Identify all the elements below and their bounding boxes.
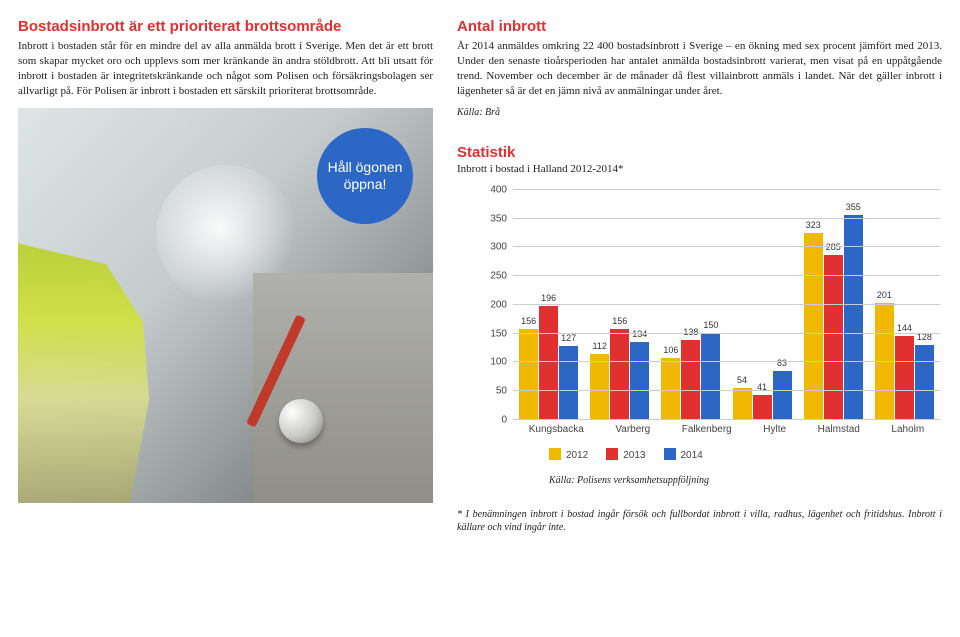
chart-plot-area: 1561961271121561341061381505441833232853… — [513, 189, 940, 419]
footnote: * I benämningen inbrott i bostad ingår f… — [457, 508, 942, 535]
chart-bar-value: 112 — [593, 341, 607, 351]
chart-gridline: 0 — [513, 419, 940, 420]
chart-x-tick-label: Hylte — [763, 424, 786, 435]
chart-bar-group: 112156134 — [590, 329, 649, 419]
chart-bar-value: 201 — [877, 290, 892, 300]
chart-bar-value: 106 — [663, 345, 678, 355]
chart-bar: 285 — [824, 255, 843, 419]
chart-y-tick-label: 150 — [461, 328, 507, 339]
antal-source: Källa: Brå — [457, 106, 942, 120]
chart-bar-value: 355 — [846, 202, 861, 212]
chart-bar: 196 — [539, 306, 558, 419]
left-heading: Bostadsinbrott är ett prioriterat brotts… — [18, 18, 433, 35]
antal-body: År 2014 anmäldes omkring 22 400 bostadsi… — [457, 39, 942, 98]
chart-x-tick-label: Laholm — [891, 424, 924, 435]
chart-y-tick-label: 200 — [461, 299, 507, 310]
chart-bar-value: 138 — [683, 327, 698, 337]
chart-x-tick-label: Kungsbacka — [529, 424, 584, 435]
chart-bar: 150 — [701, 333, 720, 419]
attention-badge: Håll ögonen öppna! — [317, 128, 413, 224]
chart-x-axis: Kungsbacka Varberg Falkenberg Hylte Halmstad… — [513, 424, 940, 435]
chart-x-tick-label: Falkenberg — [682, 424, 732, 435]
chart-legend-item: 2013 — [606, 448, 645, 461]
bar-chart: 1561961271121561341061381505441833232853… — [457, 189, 940, 461]
chart-legend-item: 2014 — [664, 448, 703, 461]
chart-bar-value: 150 — [703, 320, 718, 330]
chart-gridline: 50 — [513, 390, 940, 391]
chart-bar: 128 — [915, 345, 934, 419]
chart-bar: 41 — [753, 395, 772, 419]
chart-legend: 2012 2013 2014 — [549, 448, 703, 461]
chart-bar: 156 — [519, 329, 538, 419]
left-body: Inbrott i bostaden står för en mindre de… — [18, 39, 433, 98]
chart-gridline: 200 — [513, 304, 940, 305]
chart-gridline: 300 — [513, 246, 940, 247]
chart-bar-value: 127 — [561, 333, 576, 343]
chart-bar-value: 83 — [777, 358, 787, 368]
chart-y-tick-label: 400 — [461, 184, 507, 195]
chart-bar-value: 156 — [612, 316, 627, 326]
chart-y-tick-label: 0 — [461, 414, 507, 425]
chart-bar: 54 — [733, 388, 752, 419]
chart-bar: 138 — [681, 340, 700, 419]
chart-x-tick-label: Varberg — [615, 424, 650, 435]
chart-y-tick-label: 250 — [461, 271, 507, 282]
chart-legend-swatch — [606, 448, 618, 460]
chart-gridline: 100 — [513, 361, 940, 362]
chart-y-tick-label: 300 — [461, 242, 507, 253]
chart-x-tick-label: Halmstad — [818, 424, 860, 435]
chart-y-tick-label: 350 — [461, 213, 507, 224]
chart-bar: 144 — [895, 336, 914, 419]
chart-bar-value: 54 — [737, 375, 747, 385]
chart-legend-swatch — [549, 448, 561, 460]
chart-source: Källa: Polisens verksamhetsuppföljning — [549, 475, 942, 486]
chart-bar-value: 323 — [806, 220, 821, 230]
chart-legend-item: 2012 — [549, 448, 588, 461]
chart-y-tick-label: 50 — [461, 386, 507, 397]
chart-bar: 127 — [559, 346, 578, 419]
left-column: Bostadsinbrott är ett prioriterat brotts… — [0, 0, 445, 637]
chart-gridline: 250 — [513, 275, 940, 276]
chart-bar: 355 — [844, 215, 863, 419]
chart-gridline: 350 — [513, 218, 940, 219]
statistik-subtitle: Inbrott i bostad i Halland 2012-2014* — [457, 163, 942, 175]
chart-bar: 83 — [773, 371, 792, 419]
chart-bar: 106 — [661, 358, 680, 419]
chart-legend-swatch — [664, 448, 676, 460]
photo-with-badge: Håll ögonen öppna! — [18, 108, 433, 503]
antal-heading: Antal inbrott — [457, 18, 942, 35]
chart-bar-group: 544183 — [733, 371, 792, 419]
chart-bar: 156 — [610, 329, 629, 419]
chart-gridline: 150 — [513, 333, 940, 334]
chart-bar-group: 156196127 — [519, 306, 578, 419]
chart-y-tick-label: 100 — [461, 357, 507, 368]
chart-bar: 134 — [630, 342, 649, 419]
chart-bar-value: 128 — [917, 332, 932, 342]
chart-bar-value: 156 — [521, 316, 536, 326]
chart-bar: 112 — [590, 354, 609, 418]
chart-bar-value: 134 — [632, 329, 647, 339]
chart-gridline: 400 — [513, 189, 940, 190]
chart-bar-value: 144 — [897, 323, 912, 333]
right-column: Antal inbrott År 2014 anmäldes omkring 2… — [445, 0, 960, 637]
chart-bar-value: 196 — [541, 293, 556, 303]
door-panel — [253, 273, 433, 503]
chart-bar-group: 106138150 — [661, 333, 720, 419]
statistik-heading: Statistik — [457, 144, 942, 161]
chart-bar-group: 323 285355 — [804, 215, 863, 419]
